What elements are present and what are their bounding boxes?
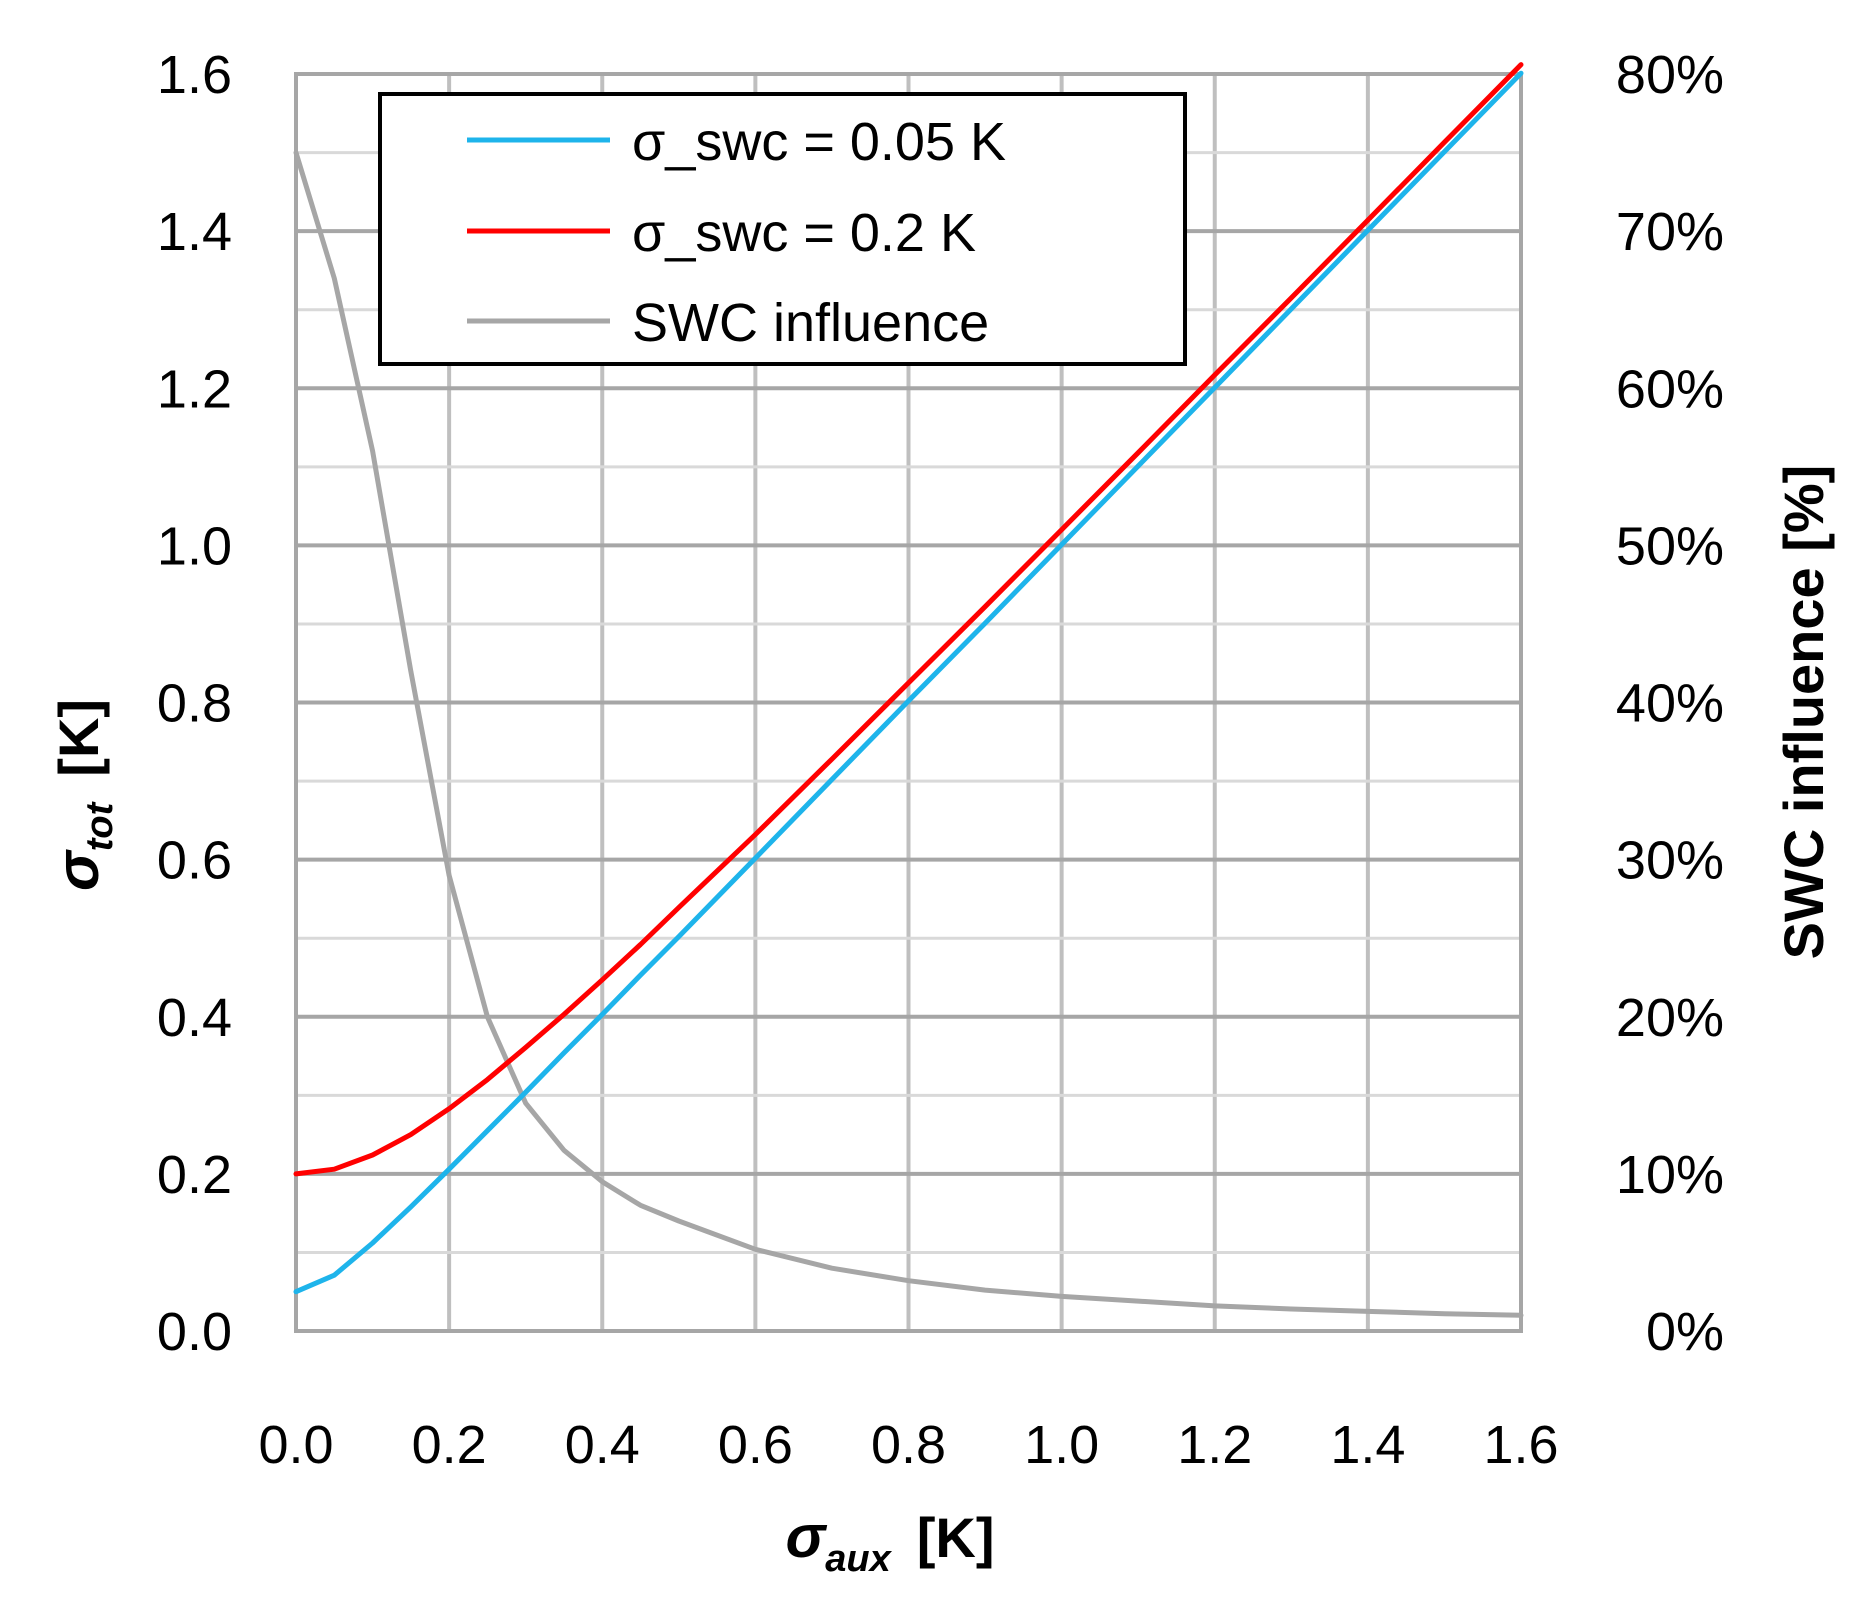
y-tick-label: 1.4 — [157, 202, 232, 262]
y2-tick-label: 40% — [1616, 674, 1724, 734]
y2-tick-label: 20% — [1616, 988, 1724, 1048]
x-tick-label: 0.4 — [565, 1415, 640, 1475]
x-axis-title-subscript: aux — [825, 1538, 892, 1580]
y-tick-label: 1.0 — [157, 516, 232, 576]
y2-tick-label: 0% — [1646, 1302, 1724, 1362]
series-layer — [293, 62, 1524, 1318]
x-tick-label: 0.0 — [258, 1415, 333, 1475]
y2-axis-title: SWC influence [%] — [1772, 465, 1835, 960]
x-tick-label: 0.2 — [412, 1415, 487, 1475]
x-tick-label: 1.2 — [1177, 1415, 1252, 1475]
y-axis-title-subscript: tot — [79, 801, 121, 851]
y2-tick-label: 10% — [1616, 1145, 1724, 1205]
x-axis-ticks: 0.0 0.2 0.4 0.6 0.8 1.0 1.2 1.4 1.6 — [258, 1415, 1558, 1475]
legend-label-swc-005: σ_swc = 0.05 K — [632, 112, 1006, 172]
y-tick-label: 0.2 — [157, 1145, 232, 1205]
y-tick-label: 0.4 — [157, 988, 232, 1048]
y-tick-label: 1.2 — [157, 359, 232, 419]
y-tick-label: 0.8 — [157, 674, 232, 734]
y2-tick-label: 50% — [1616, 516, 1724, 576]
y-tick-label: 0.0 — [157, 1302, 232, 1362]
series-line-swc-influence — [293, 150, 1524, 1318]
x-axis-title: σaux [K] — [785, 1503, 994, 1580]
y-axis-title-symbol: σ — [44, 849, 111, 891]
y-tick-label: 1.6 — [157, 45, 232, 105]
y2-tick-label: 70% — [1616, 202, 1724, 262]
x-tick-label: 1.0 — [1024, 1415, 1099, 1475]
series-line-swc-02 — [293, 62, 1524, 1177]
y-axis-title: σtot [K] — [44, 699, 121, 891]
y2-axis-ticks: 0% 10% 20% 30% 40% 50% 60% 70% 80% — [1616, 45, 1724, 1362]
x-axis-title-symbol: σ — [785, 1503, 827, 1570]
y2-tick-label: 80% — [1616, 45, 1724, 105]
x-tick-label: 0.8 — [871, 1415, 946, 1475]
y-axis-title-unit: [K] — [47, 699, 110, 777]
y-axis-ticks: 0.0 0.2 0.4 0.6 0.8 1.0 1.2 1.4 1.6 — [157, 45, 232, 1362]
legend: σ_swc = 0.05 K σ_swc = 0.2 K SWC influen… — [378, 92, 1187, 366]
series-line-swc-005 — [293, 70, 1524, 1295]
x-tick-label: 0.6 — [718, 1415, 793, 1475]
y-tick-label: 0.6 — [157, 831, 232, 891]
y2-tick-label: 30% — [1616, 831, 1724, 891]
legend-label-swc-02: σ_swc = 0.2 K — [632, 203, 976, 263]
plot-area-frame — [294, 72, 1523, 1333]
x-axis-title-unit: [K] — [917, 1506, 995, 1569]
x-tick-label: 1.6 — [1483, 1415, 1558, 1475]
x-tick-label: 1.4 — [1330, 1415, 1405, 1475]
y2-tick-label: 60% — [1616, 359, 1724, 419]
legend-label-swc-influence: SWC influence — [632, 293, 989, 353]
